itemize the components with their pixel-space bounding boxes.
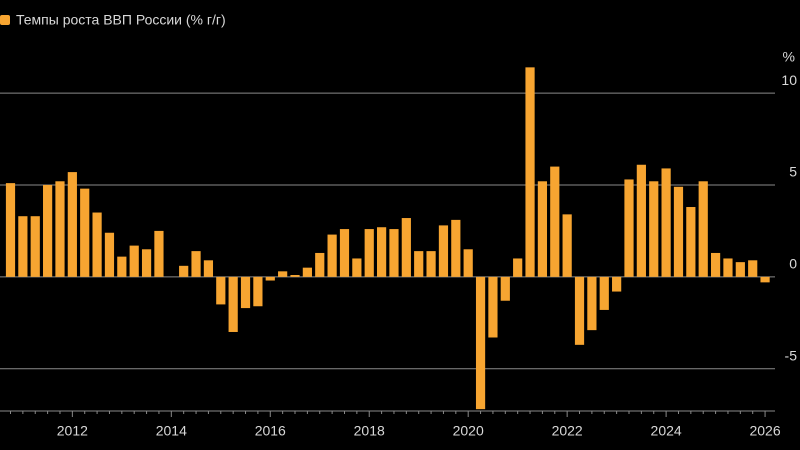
bar [55, 181, 65, 277]
bar [339, 229, 350, 277]
bar [414, 251, 424, 277]
bar [278, 271, 288, 277]
x-tick-label: 2020 [453, 423, 484, 439]
bar [18, 216, 28, 277]
x-tick-label: 2024 [651, 423, 682, 439]
bar [463, 249, 473, 277]
bar [352, 258, 362, 277]
x-tick-label: 2026 [749, 423, 780, 439]
bar [537, 181, 548, 277]
y-unit: % [783, 49, 795, 65]
bar [154, 230, 164, 277]
bar [710, 252, 721, 277]
bar [315, 252, 325, 277]
bar [599, 276, 609, 310]
bar [612, 276, 622, 292]
x-tick-label: 2022 [552, 423, 583, 439]
bar [104, 232, 115, 277]
x-tick-label: 2016 [255, 423, 286, 439]
bar [117, 256, 127, 277]
bar [735, 262, 745, 277]
bar [401, 218, 411, 277]
y-tick-label: 10 [781, 72, 797, 88]
bar [426, 251, 436, 277]
bar [550, 166, 560, 277]
y-tick-label: 5 [789, 164, 797, 180]
bar [228, 276, 238, 332]
bar [129, 245, 139, 277]
bar [686, 207, 696, 277]
bar [513, 258, 523, 277]
bar [673, 186, 684, 277]
bar [30, 216, 40, 277]
bar [67, 172, 77, 277]
bar [624, 179, 634, 277]
bar [265, 276, 275, 281]
bar [191, 251, 201, 277]
bar [92, 212, 102, 277]
bar [5, 183, 16, 277]
bar [636, 164, 646, 277]
bar [302, 267, 312, 277]
bar [723, 258, 733, 277]
legend-swatch [0, 15, 10, 25]
bar [327, 234, 337, 277]
bar [661, 168, 671, 277]
bar [587, 276, 597, 331]
x-tick-label: 2018 [354, 423, 385, 439]
bar [500, 276, 510, 301]
bar [216, 276, 226, 305]
bar [253, 276, 263, 307]
bar [760, 276, 770, 283]
bar [698, 181, 708, 277]
bar [748, 260, 758, 277]
bar [475, 276, 486, 410]
x-tick-label: 2014 [156, 423, 187, 439]
bar [377, 227, 387, 277]
bar [389, 229, 399, 277]
bar [364, 229, 374, 277]
bar [179, 265, 189, 277]
bar [438, 225, 449, 277]
bar [562, 214, 572, 277]
bar [80, 188, 90, 277]
legend-label: Темпы роста ВВП России (% г/г) [16, 12, 226, 28]
y-tick-label: 0 [789, 256, 797, 272]
y-tick-label: -5 [785, 347, 798, 363]
bar [43, 184, 53, 277]
bar [649, 181, 659, 277]
bar [290, 275, 300, 277]
x-tick-label: 2012 [57, 423, 88, 439]
bar [488, 276, 498, 338]
bar [525, 67, 535, 277]
bar [574, 276, 585, 345]
bar [203, 260, 214, 277]
bar [451, 219, 461, 277]
bar [240, 276, 251, 309]
bar [141, 249, 152, 277]
